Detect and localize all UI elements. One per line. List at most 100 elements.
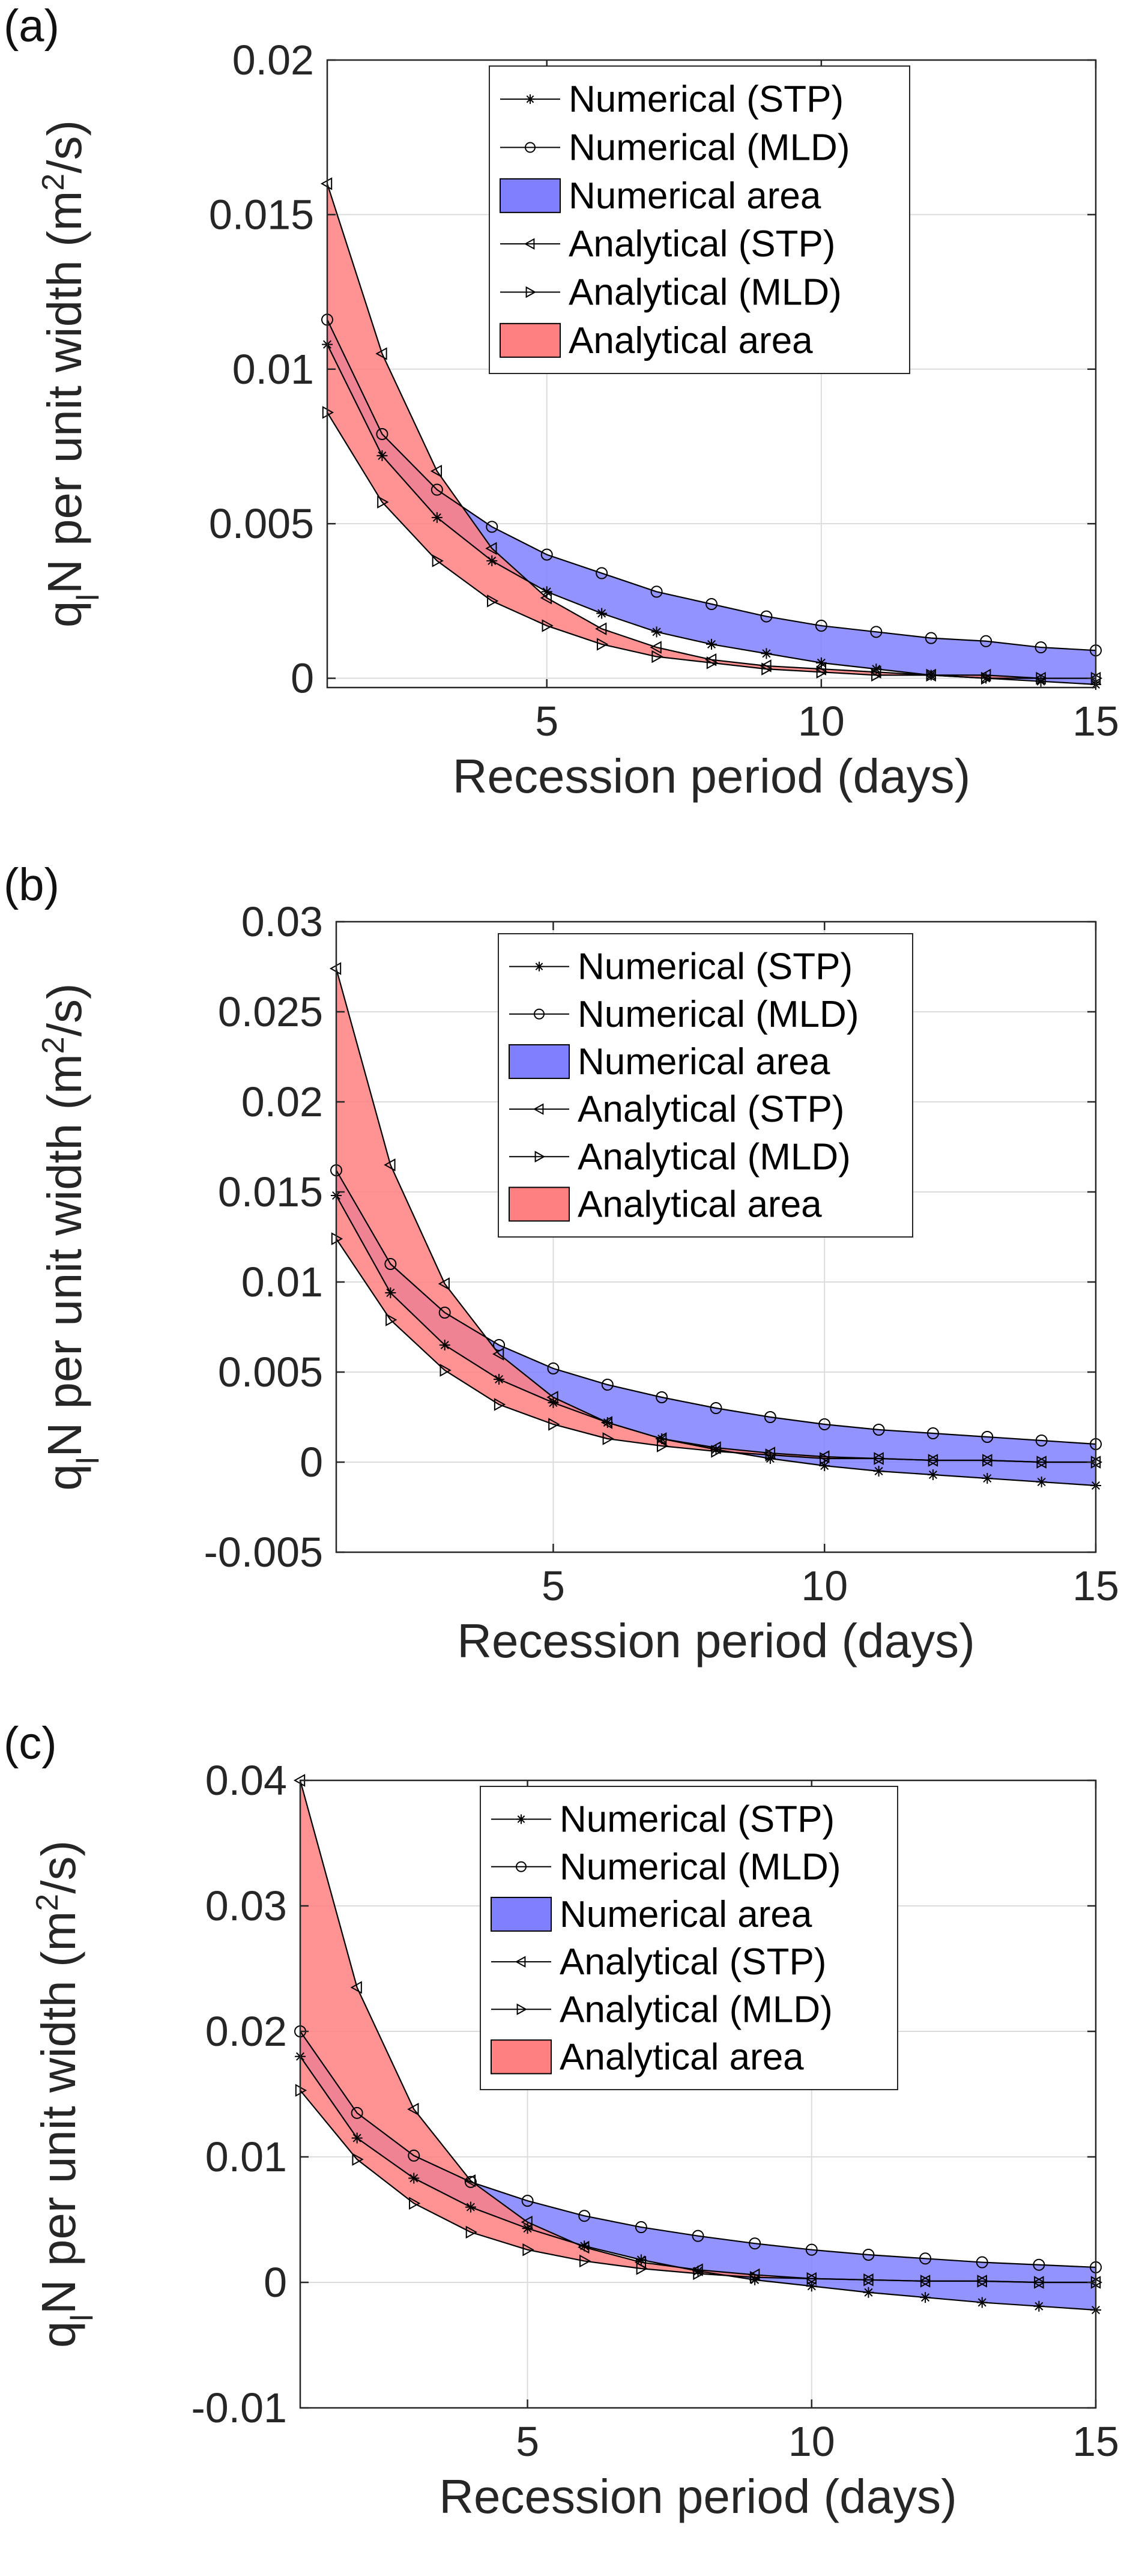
y-tick-label: 0.04	[205, 1757, 287, 1804]
data-point	[377, 495, 389, 509]
x-axis-label: Recession period (days)	[453, 749, 971, 803]
panel-label-b: (b)	[4, 859, 59, 910]
panel-label-c: (c)	[4, 1718, 57, 1769]
data-point	[578, 2240, 590, 2254]
data-point	[548, 1397, 559, 1408]
legend-swatch	[509, 1187, 570, 1222]
data-point	[656, 1439, 669, 1453]
y-tick-label: 0.02	[232, 37, 314, 83]
legend-label: Analytical (STP)	[569, 223, 835, 265]
data-point	[494, 1398, 506, 1411]
data-point	[548, 1418, 560, 1431]
series-line	[327, 319, 1096, 652]
data-point	[635, 2221, 647, 2234]
data-point	[919, 2252, 932, 2265]
y-tick-label: 0.015	[218, 1169, 323, 1215]
data-point	[522, 2243, 534, 2257]
legend-label: Numerical (STP)	[569, 79, 844, 120]
data-point	[596, 567, 608, 579]
data-point	[541, 586, 552, 597]
legend-label: Analytical (STP)	[560, 1941, 826, 1983]
chart-panel-a: (a) 5 10 15 0 0.005 0.01 0.015 0.02 Recession pe…	[0, 0, 1136, 859]
data-point	[376, 428, 388, 440]
data-point	[709, 1441, 721, 1454]
legend-box	[489, 65, 910, 374]
x-tick-label: 5	[516, 2418, 539, 2465]
data-point	[431, 512, 443, 523]
y-tick-label: 0.01	[241, 1259, 323, 1305]
y-tick-label: -0.005	[204, 1529, 323, 1576]
legend: Numerical (STP) Numerical (MLD) Numerical …	[480, 1786, 898, 2090]
data-point	[376, 450, 388, 461]
data-point	[927, 1469, 938, 1480]
data-point	[920, 2292, 931, 2303]
data-point	[494, 1374, 505, 1385]
series-line	[327, 412, 1096, 679]
data-point	[521, 2215, 533, 2229]
data-point	[1033, 2258, 1045, 2271]
legend-label: Analytical area	[560, 2036, 804, 2078]
y-tick-label: 0	[300, 1439, 323, 1486]
data-point	[980, 671, 993, 685]
axes-box	[299, 1779, 1097, 2409]
series-line	[336, 1170, 1096, 1445]
legend-swatch	[500, 178, 561, 213]
legend-swatch	[491, 2039, 552, 2075]
numerical-area	[327, 319, 1096, 685]
y-tick-label: 0	[264, 2259, 287, 2306]
data-point	[492, 1347, 504, 1361]
legend: Numerical (STP) Numerical (MLD) Numerical …	[498, 933, 913, 1238]
data-point	[816, 665, 828, 679]
data-point	[407, 2102, 419, 2116]
x-tick-label: 5	[542, 1562, 565, 1609]
legend-marker-tri-right	[516, 2003, 528, 2015]
data-point	[705, 598, 718, 611]
data-point	[385, 1313, 397, 1326]
data-point	[764, 1411, 776, 1423]
legend-swatch	[491, 1896, 552, 1932]
data-point	[431, 483, 443, 496]
data-point	[602, 1432, 614, 1445]
series-line	[300, 2090, 1096, 2284]
data-point	[430, 464, 443, 478]
y-axis-label: qlN per unit width (m2/s)	[36, 120, 106, 627]
x-tick-label: 15	[1072, 2418, 1119, 2465]
y-axis-label: qlN per unit width (m2/s)	[30, 1840, 100, 2348]
series-line	[336, 1238, 1096, 1463]
y-tick-label: 0.02	[205, 2008, 287, 2055]
legend-marker-tri-left	[524, 238, 535, 250]
data-point	[375, 347, 387, 360]
data-point	[977, 2275, 989, 2288]
data-point	[636, 2262, 648, 2275]
legend-label: Numerical area	[569, 175, 821, 217]
panel-label-a: (a)	[4, 1, 59, 52]
data-point	[579, 2240, 590, 2252]
x-tick-label: 5	[535, 698, 558, 745]
data-point	[656, 1391, 668, 1403]
data-point	[485, 542, 497, 555]
data-point	[409, 2197, 421, 2210]
data-point	[486, 521, 498, 533]
data-point	[1035, 1435, 1048, 1447]
data-point	[384, 1258, 397, 1270]
data-point	[464, 2174, 476, 2187]
legend-marker-circle	[534, 1008, 545, 1020]
legend-marker-circle	[525, 142, 536, 153]
data-point	[596, 638, 609, 651]
data-point	[650, 585, 663, 598]
y-tick-label: 0.02	[241, 1078, 323, 1125]
axes-box	[326, 59, 1097, 689]
data-point	[710, 1444, 722, 1455]
data-point	[408, 2149, 420, 2162]
data-point	[925, 632, 937, 644]
data-point	[438, 1277, 450, 1290]
legend-label: Numerical area	[560, 1894, 812, 1935]
data-point	[1033, 2300, 1045, 2312]
data-point	[601, 1379, 614, 1391]
data-point	[761, 662, 773, 676]
y-tick-label: -0.01	[191, 2384, 287, 2431]
data-point	[981, 1431, 994, 1443]
y-tick-label: 0.01	[205, 2133, 287, 2180]
data-point	[351, 2132, 363, 2144]
x-axis-label: Recession period (days)	[457, 1614, 975, 1667]
